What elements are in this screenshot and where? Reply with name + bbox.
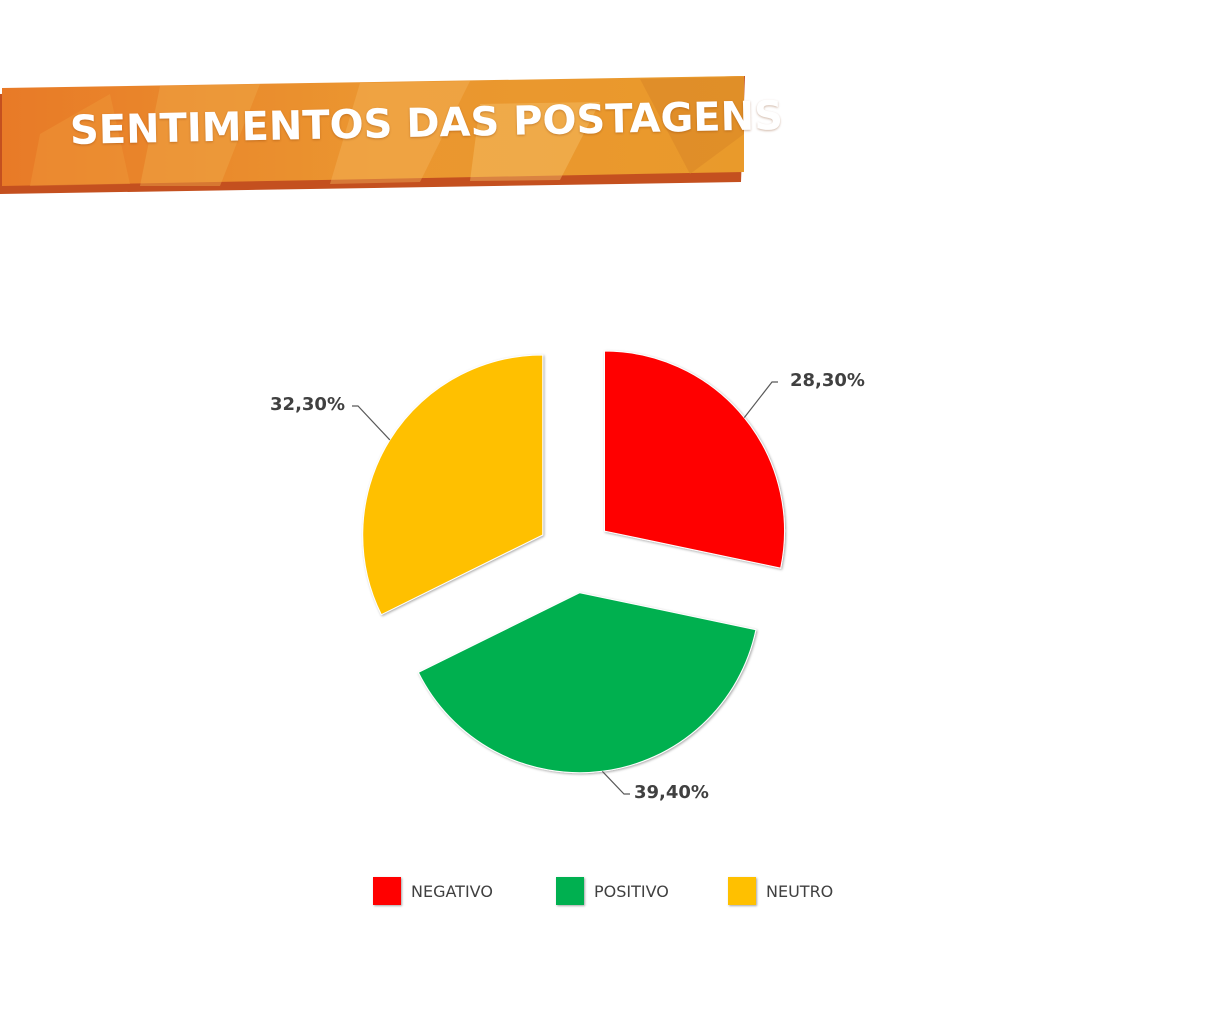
- pie-slice-negativo: [604, 350, 785, 569]
- legend-label: NEUTRO: [766, 881, 834, 901]
- legend-swatch: [728, 877, 756, 905]
- leader-line: [743, 381, 778, 418]
- pie-slice-positivo: [417, 592, 757, 774]
- title-banner: [0, 74, 750, 199]
- leader-line: [601, 770, 630, 795]
- legend-item-neutro: NEUTRO: [728, 875, 833, 907]
- legend-item-negativo: NEGATIVO: [373, 875, 493, 907]
- legend-swatch: [556, 877, 584, 905]
- legend-label: POSITIVO: [594, 881, 669, 901]
- legend-item-positivo: POSITIVO: [556, 875, 669, 907]
- leader-line: [352, 405, 391, 441]
- pie-slice-neutro: [362, 354, 544, 616]
- legend-swatch: [373, 877, 401, 905]
- data-label-neutro: 32,30%: [270, 394, 345, 415]
- legend-label: NEGATIVO: [411, 881, 493, 901]
- data-label-positivo: 39,40%: [634, 782, 709, 803]
- data-label-negativo: 28,30%: [790, 370, 865, 391]
- banner-background: [0, 76, 745, 194]
